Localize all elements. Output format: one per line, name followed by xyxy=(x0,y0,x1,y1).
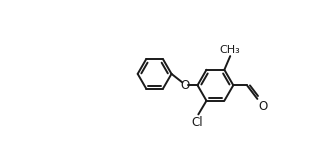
Text: CH₃: CH₃ xyxy=(220,45,241,55)
Text: Cl: Cl xyxy=(191,116,203,129)
Text: O: O xyxy=(181,79,190,92)
Text: O: O xyxy=(259,100,268,113)
